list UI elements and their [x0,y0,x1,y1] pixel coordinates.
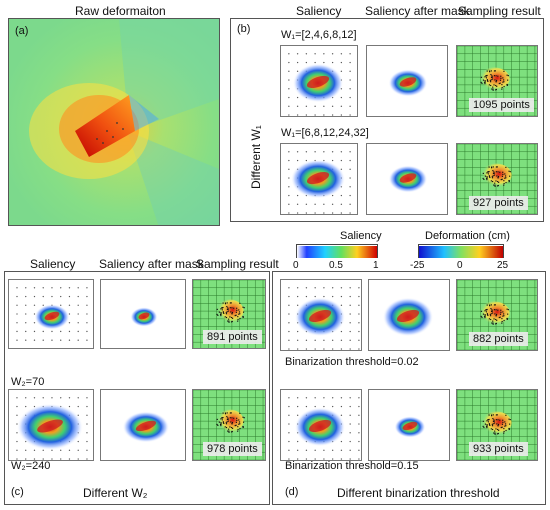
c-row1-masked-saliency-map [100,279,186,349]
b-row2-point-count: 927 points [469,196,528,210]
d-row1-point-count: 882 points [469,332,528,346]
c-col3-header: Sampling result [196,257,279,271]
panel-c-label: (c) [11,486,24,498]
c-col1-header: Saliency [30,257,76,271]
panel-b-label: (b) [237,23,251,35]
c-row1-point-count: 891 points [203,330,262,344]
saliency-tick-1: 0.5 [329,260,343,271]
d-row1-param: Binarization threshold=0.02 [285,356,419,368]
d-row1-saliency-map [280,279,362,351]
c-row1-saliency-map [8,279,94,349]
deformation-colorbar [418,244,504,258]
deformation-colorbar-title: Deformation (cm) [425,230,510,242]
d-caption: Different binarization threshold [337,486,500,500]
d-row1-sampling-result: 882 points [456,279,538,351]
c-col2-header: Saliency after mask [99,257,204,271]
c-row2-sampling-result: 978 points [192,389,266,461]
saliency-tick-2: 1 [373,260,379,271]
d-row2-masked-saliency-map [368,389,450,461]
b-row1-point-count: 1095 points [469,98,534,112]
saliency-tick-0: 0 [293,260,299,271]
d-row1-masked-saliency-map [368,279,450,351]
panel-d-label: (d) [285,486,299,498]
b-row2-sampling-result: 927 points [456,143,538,215]
d-row2-point-count: 933 points [469,442,528,456]
d-row2-param: Binarization threshold=0.15 [285,460,419,472]
c-row2-point-count: 978 points [203,442,262,456]
raw-deformation-panel: (a) [8,18,220,226]
c-row1-sampling-result: 891 points [192,279,266,349]
panel-c: W₂=70 W₂=240 (c) Different W₂ [4,271,270,505]
d-row2-saliency-map [280,389,362,461]
c-row2-saliency-map [8,389,94,461]
raw-deformation-map [9,19,219,225]
b-row2-saliency-map [280,143,358,215]
panel-d: Binarization threshold=0.02 Binarization… [272,271,546,505]
c-row1-param: W₂=70 [11,376,45,388]
b-col3-header: Sampling result [458,4,541,18]
b-side-label: Different W₁ [249,125,263,189]
b-row1-sampling-result: 1095 points [456,45,538,117]
b-row1-masked-saliency-map [366,45,448,117]
raw-deformation-title: Raw deformaiton [75,4,166,18]
b-col2-header: Saliency after mask [365,4,470,18]
deformation-tick-1: 0 [457,260,463,271]
c-row2-masked-saliency-map [100,389,186,461]
b-row1-saliency-map [280,45,358,117]
deformation-tick-2: 25 [497,260,509,271]
c-caption: Different W₂ [83,486,148,500]
b-row1-param: W₁=[2,4,6,8,12] [281,29,357,41]
c-row2-param: W₂=240 [11,460,51,472]
b-row2-masked-saliency-map [366,143,448,215]
saliency-colorbar-title: Saliency [340,230,382,242]
panel-b: (b) Different W₁ W₁=[2,4,6,8,12] W₁=[6,8… [230,18,544,222]
panel-a-label: (a) [15,25,29,37]
b-col1-header: Saliency [296,4,342,18]
deformation-tick-0: -25 [410,260,425,271]
b-row2-param: W₁=[6,8,12,24,32] [281,127,369,139]
d-row2-sampling-result: 933 points [456,389,538,461]
saliency-colorbar [296,244,378,258]
